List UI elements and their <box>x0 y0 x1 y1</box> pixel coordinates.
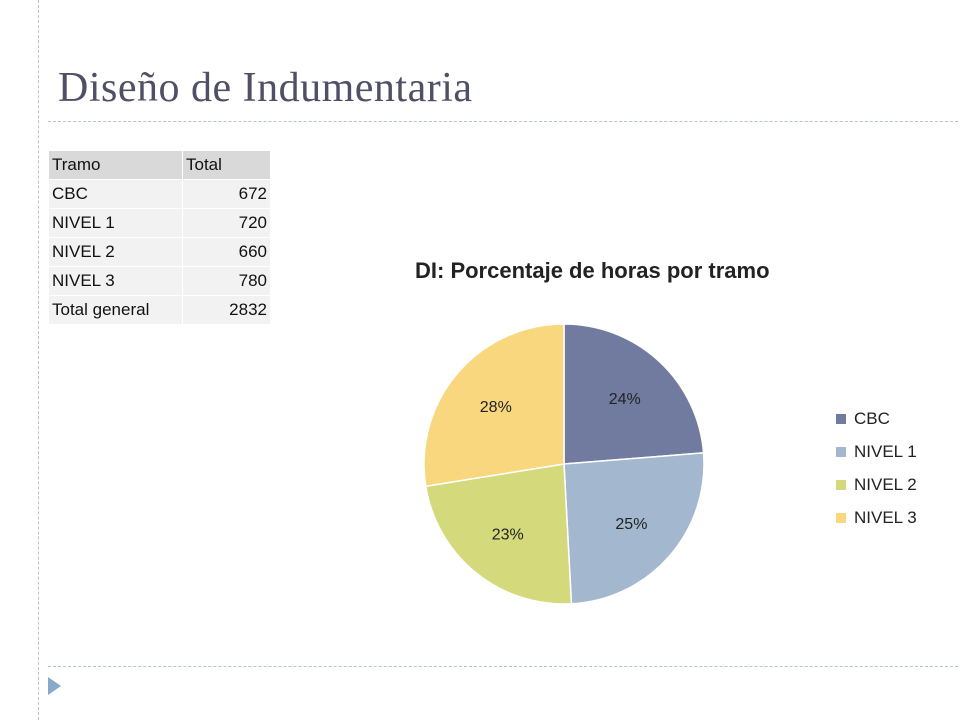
table-cell: Total general <box>48 295 183 325</box>
table-row: NIVEL 1 720 <box>48 208 271 238</box>
table-row: CBC 672 <box>48 179 271 209</box>
table-header-cell: Tramo <box>48 150 183 180</box>
chart-legend: CBC NIVEL 1 NIVEL 2 NIVEL 3 <box>836 402 917 534</box>
table-header-row: Tramo Total <box>48 150 271 180</box>
table-cell: NIVEL 1 <box>48 208 183 238</box>
legend-label: CBC <box>854 408 890 428</box>
table-row: NIVEL 3 780 <box>48 266 271 296</box>
legend-label: NIVEL 3 <box>854 507 917 527</box>
legend-item: NIVEL 2 <box>836 468 917 501</box>
footer-divider <box>48 666 960 667</box>
table-header-cell: Total <box>182 150 271 180</box>
left-guide-line <box>38 0 39 720</box>
data-table: Tramo Total CBC 672 NIVEL 1 720 NIVEL 2 … <box>48 150 271 325</box>
title-divider <box>48 121 960 122</box>
legend-label: NIVEL 1 <box>854 441 917 461</box>
table-cell: NIVEL 3 <box>48 266 183 296</box>
legend-item: NIVEL 1 <box>836 435 917 468</box>
slide-title: Diseño de Indumentaria <box>58 65 473 111</box>
pie-data-label: 24% <box>609 391 641 408</box>
pie-slice-cbc <box>563 323 705 465</box>
table-cell: 660 <box>182 237 271 267</box>
legend-item: NIVEL 3 <box>836 501 917 534</box>
pie-data-label: 23% <box>492 527 524 544</box>
chart-title: DI: Porcentaje de horas por tramo <box>415 258 770 283</box>
pie-data-label: 28% <box>480 399 512 416</box>
table-cell: 672 <box>182 179 271 209</box>
table-row: Total general 2832 <box>48 295 271 325</box>
table-row: NIVEL 2 660 <box>48 237 271 267</box>
legend-swatch <box>836 479 846 490</box>
pie-slice-nivel-1 <box>563 452 705 605</box>
pie-data-label: 25% <box>615 516 647 533</box>
pie-slice-nivel-3 <box>423 323 565 488</box>
table-cell: NIVEL 2 <box>48 237 183 267</box>
table-cell: 720 <box>182 208 271 238</box>
table-cell: 2832 <box>182 295 271 325</box>
legend-swatch <box>836 512 846 523</box>
legend-swatch <box>836 446 846 457</box>
table-cell: CBC <box>48 179 183 209</box>
bullet-arrow-icon <box>48 677 61 695</box>
pie-slice-nivel-2 <box>424 463 573 605</box>
legend-label: NIVEL 2 <box>854 474 917 494</box>
legend-swatch <box>836 413 846 424</box>
legend-item: CBC <box>836 402 917 435</box>
